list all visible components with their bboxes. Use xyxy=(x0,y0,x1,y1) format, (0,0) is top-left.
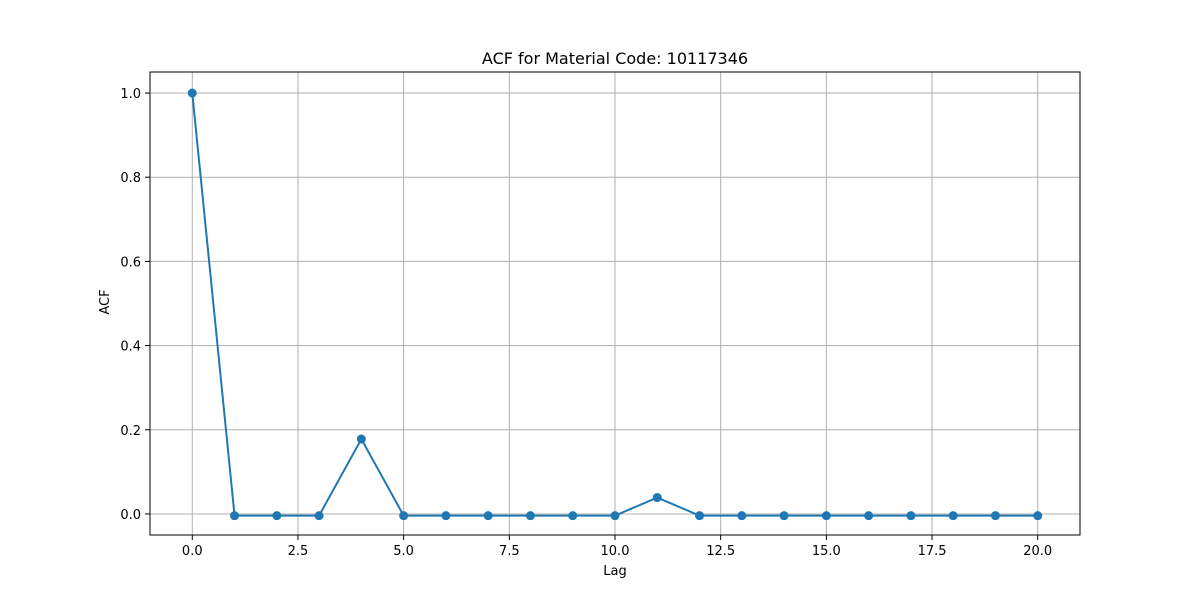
acf-point xyxy=(399,511,409,521)
acf-point xyxy=(1033,511,1043,521)
x-tick-label: 20.0 xyxy=(1023,544,1052,559)
x-tick-label: 15.0 xyxy=(812,544,841,559)
acf-point xyxy=(441,511,451,521)
y-tick-label: 0.2 xyxy=(120,424,141,439)
y-tick-label: 0.8 xyxy=(120,171,141,186)
y-axis-label: ACF xyxy=(98,289,113,314)
acf-point xyxy=(990,511,1000,521)
acf-point xyxy=(272,511,282,521)
chart-title: ACF for Material Code: 10117346 xyxy=(482,49,748,68)
x-axis-label: Lag xyxy=(603,564,626,579)
acf-point xyxy=(230,511,240,521)
x-tick-label: 2.5 xyxy=(288,544,309,559)
acf-point xyxy=(356,434,366,444)
acf-point xyxy=(187,88,197,98)
acf-point xyxy=(821,511,831,521)
x-tick-label: 10.0 xyxy=(601,544,630,559)
acf-point xyxy=(695,511,705,521)
acf-point xyxy=(610,511,620,521)
acf-point xyxy=(864,511,874,521)
acf-point xyxy=(737,511,747,521)
grid xyxy=(150,72,1080,535)
x-axis-ticks: 0.0 2.5 5.0 7.5 10.0 12.5 15.0 17.5 20.0 xyxy=(182,535,1052,559)
x-tick-label: 0.0 xyxy=(182,544,203,559)
x-tick-label: 5.0 xyxy=(393,544,414,559)
series-group xyxy=(187,88,1043,521)
x-tick-label: 17.5 xyxy=(918,544,947,559)
acf-point xyxy=(525,511,535,521)
acf-point xyxy=(948,511,958,521)
y-tick-label: 0.6 xyxy=(120,255,141,270)
x-tick-label: 12.5 xyxy=(706,544,735,559)
y-tick-label: 1.0 xyxy=(120,87,141,102)
y-tick-label: 0.0 xyxy=(120,508,141,523)
y-tick-label: 0.4 xyxy=(120,340,141,355)
acf-point xyxy=(483,511,493,521)
acf-point xyxy=(314,511,324,521)
acf-point xyxy=(906,511,916,521)
acf-point xyxy=(779,511,789,521)
acf-point xyxy=(652,493,662,503)
y-axis-ticks: 0.0 0.2 0.4 0.6 0.8 1.0 xyxy=(120,87,150,523)
x-tick-label: 7.5 xyxy=(499,544,520,559)
acf-point xyxy=(568,511,578,521)
